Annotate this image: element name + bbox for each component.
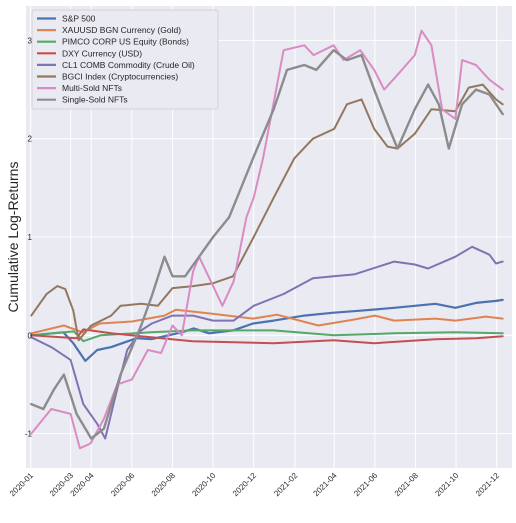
series-line-7 bbox=[30, 29, 504, 450]
x-tick-label: 2020-12 bbox=[231, 471, 259, 499]
legend-label: Multi-Sold NFTs bbox=[62, 83, 122, 93]
x-tick-label: 2021-12 bbox=[474, 471, 502, 499]
y-tick-label: 3 bbox=[28, 36, 33, 45]
y-tick-label: 2 bbox=[28, 135, 33, 144]
x-tick-label: 2020-04 bbox=[69, 471, 97, 499]
series-line-2 bbox=[30, 308, 504, 335]
series-line-5 bbox=[30, 245, 504, 440]
legend-label: CL1 COMB Commodity (Crude Oil) bbox=[62, 60, 195, 70]
x-tick-label: 2021-08 bbox=[393, 471, 421, 499]
legend-label: BGCI Index (Cryptocurrencies) bbox=[62, 72, 178, 82]
series-layer bbox=[30, 29, 504, 450]
legend-label: DXY Currency (USD) bbox=[62, 48, 142, 58]
x-tick-label: 2021-02 bbox=[272, 471, 300, 499]
legend-label: XAUUSD BGN Currency (Gold) bbox=[62, 25, 181, 35]
x-tick-label: 2020-06 bbox=[109, 471, 137, 499]
x-tick-label: 2020-10 bbox=[190, 471, 218, 499]
x-tick-label: 2020-01 bbox=[8, 471, 36, 499]
y-tick-label: 0 bbox=[28, 331, 33, 340]
legend-label: PIMCO CORP US Equity (Bonds) bbox=[62, 37, 189, 47]
y-axis-label: Cumulative Log-Returns bbox=[5, 162, 21, 313]
x-tick-label: 2021-04 bbox=[312, 471, 340, 499]
x-tick-label: 2020-08 bbox=[150, 471, 178, 499]
x-tick-label: 2021-06 bbox=[352, 471, 380, 499]
x-tick-label: 2021-10 bbox=[433, 471, 461, 499]
y-tick-labels: -1 0 1 2 3 bbox=[25, 36, 33, 438]
legend-box bbox=[31, 9, 219, 110]
series-line-4 bbox=[30, 328, 504, 345]
series-line-6 bbox=[30, 83, 504, 342]
legend-label: S&P 500 bbox=[62, 14, 96, 24]
y-tick-label: -1 bbox=[25, 430, 33, 439]
legend-label: Single-Sold NFTs bbox=[62, 95, 128, 105]
series-line-8 bbox=[30, 49, 504, 440]
y-tick-label: 1 bbox=[28, 233, 33, 242]
